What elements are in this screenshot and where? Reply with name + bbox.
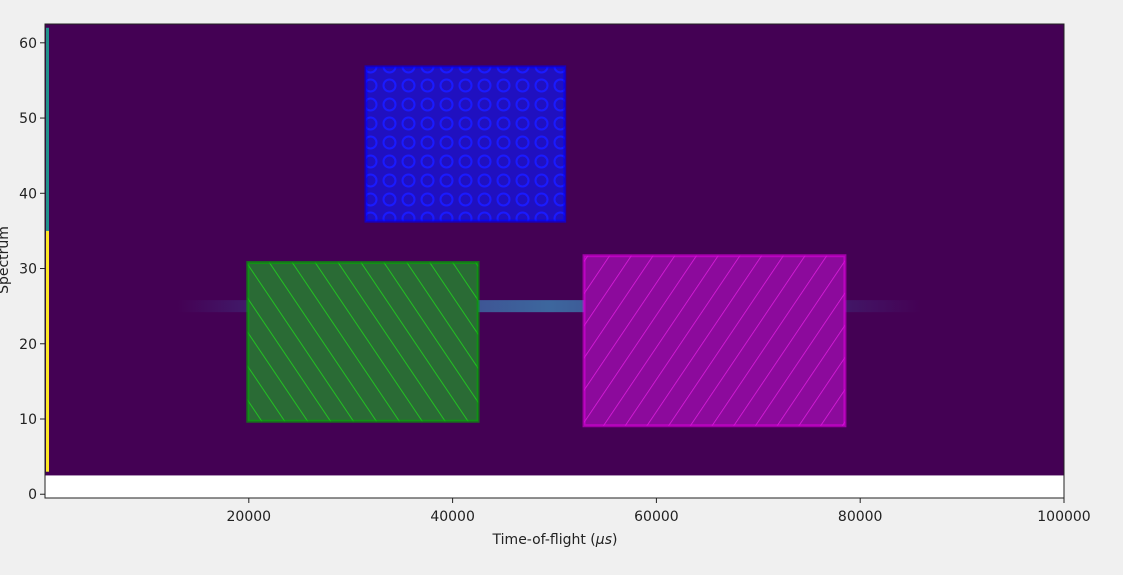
region-0-hatch (365, 66, 565, 222)
region-2-hatch (584, 255, 845, 426)
y-tick-label: 30 (19, 262, 37, 278)
x-tick-label: 80000 (838, 509, 883, 525)
x-tick-label: 60000 (634, 509, 679, 525)
y-tick-label: 20 (19, 337, 37, 353)
region-2-outline (582, 254, 847, 428)
y-tick-label: 60 (19, 36, 37, 52)
x-axis: 20000 40000 60000 80000 100000 (227, 498, 1091, 525)
y-tick-label: 0 (28, 487, 37, 503)
regions (246, 65, 847, 428)
x-tick-label: 20000 (227, 509, 272, 525)
x-tick-label: 100000 (1037, 509, 1090, 525)
y-tick-label: 40 (19, 186, 37, 202)
y-axis-label: Spectrum (0, 226, 12, 294)
y-tick-label: 50 (19, 111, 37, 127)
axes-frame (44, 23, 1065, 499)
y-tick-label: 10 (19, 412, 37, 428)
x-axis-label: Time-of-flight (μs) (492, 532, 618, 548)
region-0-outline (364, 65, 567, 223)
x-tick-label: 40000 (430, 509, 475, 525)
y-axis: 0 10 20 30 40 50 60 (19, 36, 45, 503)
region-1-outline (246, 261, 480, 423)
region-1-hatch (247, 262, 479, 422)
heatmap-bright-column (46, 230, 49, 472)
